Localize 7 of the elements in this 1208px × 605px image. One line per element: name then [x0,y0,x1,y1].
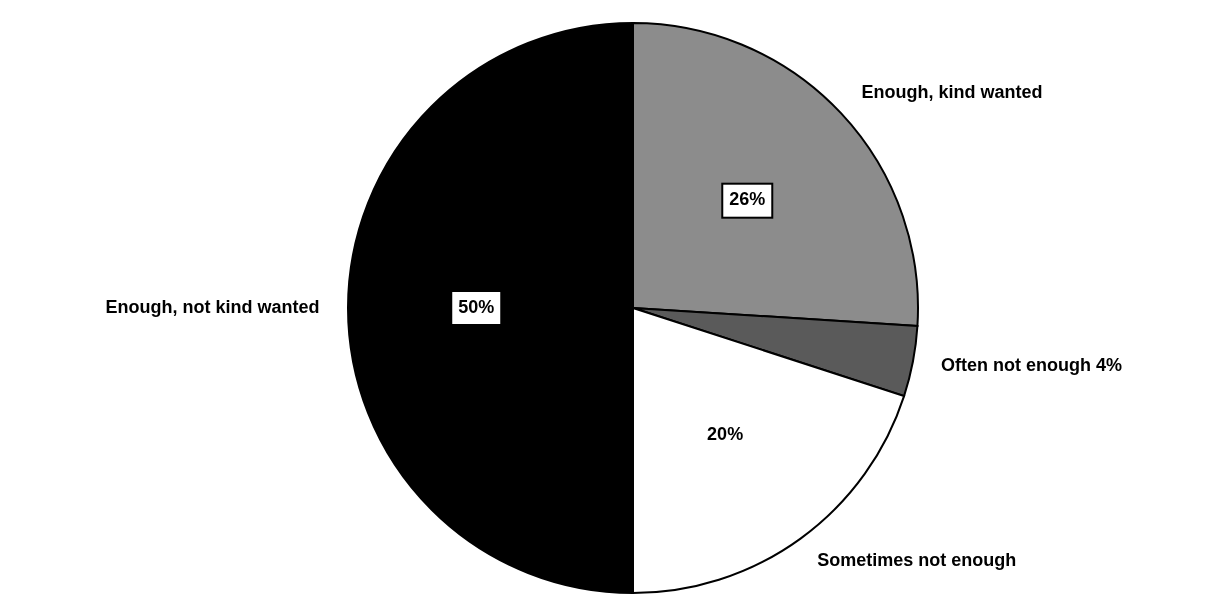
slice-label: Often not enough 4% [940,355,1122,376]
slice-label: Sometimes not enough [817,550,1017,571]
data-label: 50% [458,296,495,317]
data-label: 20% [707,423,744,444]
data-label: 26% [729,189,766,210]
slice-label: Enough, kind wanted [861,82,1043,103]
slice-label: Enough, not kind wanted [105,296,320,317]
